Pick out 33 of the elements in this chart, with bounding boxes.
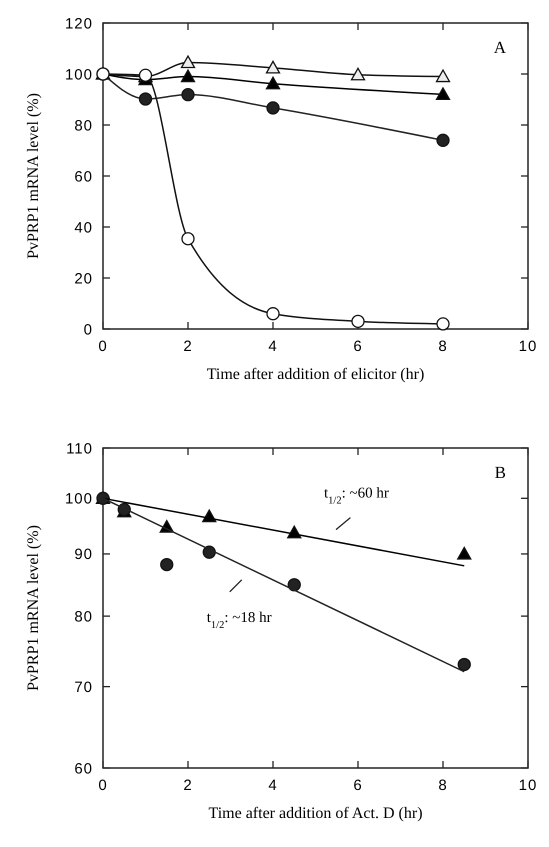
x-axis-title: Time after addition of Act. D (hr) bbox=[208, 805, 423, 822]
x-tick-label: 6 bbox=[353, 777, 363, 794]
x-tick-label: 8 bbox=[438, 777, 448, 794]
annotation: t$_{1/2}$: ~60 hr bbox=[324, 486, 389, 506]
y-tick-label: 80 bbox=[74, 608, 93, 626]
y-axis-title: PvPRP1 mRNA level (%) bbox=[25, 93, 42, 259]
y-tick-label: 110 bbox=[66, 440, 93, 458]
x-tick-label: 2 bbox=[183, 338, 193, 355]
y-tick-label: 90 bbox=[74, 546, 93, 564]
annotation: A bbox=[494, 38, 507, 57]
x-tick-label: 10 bbox=[518, 777, 538, 794]
x-tick-label: 6 bbox=[353, 338, 363, 355]
y-tick-label: 0 bbox=[84, 321, 93, 338]
x-tick-label: 4 bbox=[268, 338, 278, 355]
x-tick-label: 8 bbox=[438, 338, 448, 355]
x-tick-label: 2 bbox=[183, 777, 193, 794]
annotation: t$_{1/2}$: ~18 hr bbox=[206, 610, 272, 630]
x-tick-label: 10 bbox=[518, 338, 538, 355]
y-tick-label: 100 bbox=[64, 490, 93, 508]
y-tick-label: 20 bbox=[74, 270, 93, 288]
y-axis-title: PvPRP1 mRNA level (%) bbox=[25, 525, 42, 691]
y-tick-label: 60 bbox=[74, 168, 93, 186]
x-tick-label: 0 bbox=[98, 338, 108, 355]
y-tick-label: 40 bbox=[74, 219, 93, 236]
y-tick-label: 60 bbox=[74, 760, 93, 778]
y-tick-label: 80 bbox=[74, 117, 93, 134]
x-tick-label: 0 bbox=[98, 777, 108, 794]
y-tick-label: 100 bbox=[64, 66, 93, 84]
x-axis-title: Time after addition of elicitor (hr) bbox=[206, 366, 424, 383]
annotation: B bbox=[494, 463, 506, 482]
x-tick-label: 4 bbox=[268, 777, 278, 794]
y-tick-label: 70 bbox=[74, 678, 93, 696]
y-tick-label: 120 bbox=[64, 15, 93, 32]
